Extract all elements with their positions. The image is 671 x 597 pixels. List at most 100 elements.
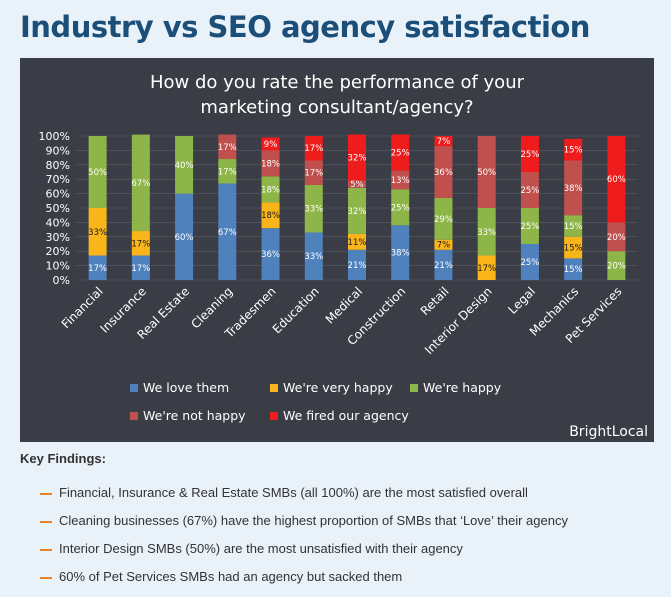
bar-segment: [520, 208, 539, 244]
chart-title-line: How do you rate the performance of your: [150, 72, 525, 93]
data-label: 15%: [564, 265, 583, 275]
data-label: 21%: [434, 261, 453, 271]
data-label: 17%: [218, 167, 237, 177]
data-label: 18%: [261, 159, 280, 169]
dash-bullet-icon: [40, 577, 52, 579]
bar-segment: [434, 239, 453, 250]
data-label: 17%: [304, 169, 323, 179]
finding-item: Interior Design SMBs (50%) are the most …: [40, 541, 568, 569]
dash-bullet-icon: [40, 521, 52, 523]
bar-segment: [261, 176, 280, 203]
data-label: 25%: [391, 203, 410, 213]
bar-segment: [304, 136, 323, 161]
legend-swatch: [130, 384, 138, 392]
page-title: Industry vs SEO agency satisfaction: [20, 10, 590, 44]
data-label: 9%: [264, 140, 278, 150]
bar-segment: [434, 146, 453, 198]
bar-segment: [304, 232, 323, 280]
bar-segment: [391, 170, 410, 190]
bar-segment: [261, 137, 280, 151]
bar-segment: [477, 136, 496, 208]
y-tick-label: 50%: [46, 202, 70, 215]
bar-segment: [607, 222, 626, 252]
bar-segment: [261, 150, 280, 177]
bar-segment: [261, 228, 280, 280]
bar-segment: [564, 138, 583, 161]
bar-segment: [607, 136, 626, 223]
y-tick-label: 90%: [46, 144, 70, 157]
data-label: 21%: [348, 261, 367, 271]
bar-segment: [131, 255, 150, 280]
legend-label: We're very happy: [283, 380, 393, 395]
data-label: 67%: [131, 179, 150, 189]
y-tick-label: 20%: [46, 245, 70, 258]
data-label: 20%: [607, 262, 626, 272]
legend-swatch: [130, 412, 138, 420]
finding-text: Financial, Insurance & Real Estate SMBs …: [59, 485, 528, 500]
y-tick-label: 100%: [39, 130, 70, 143]
y-tick-label: 10%: [46, 260, 70, 273]
bar-segment: [88, 136, 107, 208]
data-label: 36%: [261, 250, 280, 260]
bar-segment: [304, 184, 323, 233]
bar-segment: [175, 193, 194, 280]
bar-segment: [131, 231, 150, 256]
data-label: 25%: [520, 150, 539, 160]
data-label: 7%: [437, 241, 451, 251]
data-label: 60%: [607, 175, 626, 185]
y-tick-label: 60%: [46, 188, 70, 201]
bar-segment: [88, 208, 107, 256]
bar-segment: [261, 202, 280, 229]
chart-title-line: marketing consultant/agency?: [200, 97, 473, 118]
dash-bullet-icon: [40, 493, 52, 495]
stacked-bar-chart: How do you rate the performance of your m…: [39, 72, 648, 440]
data-label: 17%: [88, 264, 107, 274]
bar-segment: [477, 255, 496, 280]
data-label: 38%: [391, 249, 410, 259]
bar-segment: [434, 136, 453, 147]
legend-label: We're happy: [423, 380, 502, 395]
bar-segment: [391, 225, 410, 280]
data-label: 25%: [520, 258, 539, 268]
finding-text: Interior Design SMBs (50%) are the most …: [59, 541, 463, 556]
data-label: 17%: [218, 143, 237, 153]
data-label: 32%: [348, 207, 367, 217]
data-label: 15%: [564, 222, 583, 232]
x-category-label: Medical: [323, 284, 365, 326]
bar-segment: [348, 180, 366, 188]
data-label: 7%: [437, 137, 451, 147]
bar-segment: [564, 215, 583, 237]
data-label: 25%: [520, 222, 539, 232]
y-tick-label: 30%: [46, 231, 70, 244]
bar-segment: [434, 249, 453, 280]
bar-segment: [391, 134, 410, 171]
data-label: 33%: [304, 252, 323, 262]
bar-segment: [564, 160, 583, 216]
data-label: 17%: [477, 264, 496, 274]
bar-segment: [175, 136, 194, 194]
key-findings-heading: Key Findings:: [20, 451, 106, 466]
y-tick-label: 0%: [53, 274, 70, 287]
data-label: 17%: [304, 144, 323, 154]
data-label: 18%: [261, 211, 280, 221]
data-label: 17%: [131, 264, 150, 274]
bar-segment: [218, 134, 237, 160]
data-label: 33%: [304, 205, 323, 215]
data-label: 15%: [564, 244, 583, 254]
legend-label: We love them: [143, 380, 229, 395]
x-category-label: Education: [270, 284, 322, 336]
finding-text: 60% of Pet Services SMBs had an agency b…: [59, 569, 403, 584]
data-label: 40%: [175, 161, 194, 171]
bar-segment: [520, 136, 539, 172]
x-category-label: Retail: [418, 284, 452, 318]
legend-label: We fired our agency: [283, 408, 409, 423]
data-label: 50%: [88, 168, 107, 178]
data-label: 33%: [88, 228, 107, 238]
bar-segment: [434, 197, 453, 240]
bar-segment: [348, 233, 366, 250]
x-category-label: Legal: [505, 284, 538, 317]
data-label: 36%: [434, 168, 453, 178]
data-label: 15%: [564, 146, 583, 156]
bar-segment: [348, 249, 366, 280]
bar-segment: [520, 244, 539, 280]
